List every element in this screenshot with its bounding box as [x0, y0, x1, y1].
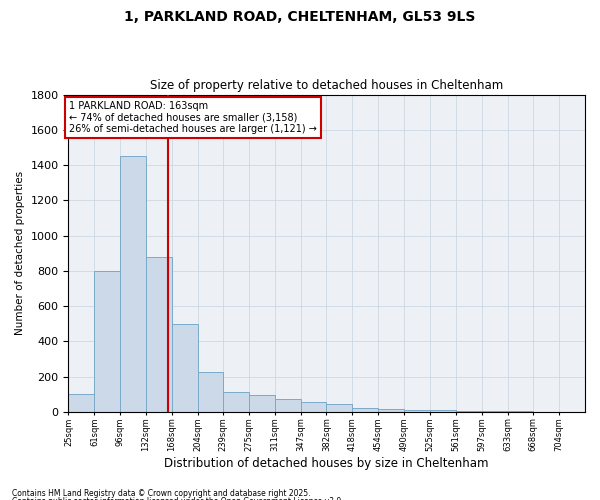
Bar: [301, 402, 326, 412]
X-axis label: Distribution of detached houses by size in Cheltenham: Distribution of detached houses by size …: [164, 457, 489, 470]
Text: Contains HM Land Registry data © Crown copyright and database right 2025.: Contains HM Land Registry data © Crown c…: [12, 488, 311, 498]
Bar: [223, 392, 249, 412]
Bar: [94, 271, 120, 412]
Bar: [146, 256, 172, 412]
Bar: [249, 395, 275, 412]
Bar: [455, 411, 482, 412]
Text: 1, PARKLAND ROAD, CHELTENHAM, GL53 9LS: 1, PARKLAND ROAD, CHELTENHAM, GL53 9LS: [124, 10, 476, 24]
Text: Contains public sector information licensed under the Open Government Licence v3: Contains public sector information licen…: [12, 497, 344, 500]
Bar: [68, 394, 94, 412]
Bar: [482, 411, 508, 412]
Y-axis label: Number of detached properties: Number of detached properties: [15, 171, 25, 336]
Bar: [326, 404, 352, 412]
Bar: [430, 410, 455, 412]
Bar: [352, 408, 379, 412]
Text: 1 PARKLAND ROAD: 163sqm
← 74% of detached houses are smaller (3,158)
26% of semi: 1 PARKLAND ROAD: 163sqm ← 74% of detache…: [69, 101, 317, 134]
Bar: [172, 324, 198, 412]
Bar: [198, 372, 223, 412]
Bar: [379, 409, 404, 412]
Title: Size of property relative to detached houses in Cheltenham: Size of property relative to detached ho…: [150, 79, 503, 92]
Bar: [275, 398, 301, 412]
Bar: [120, 156, 146, 412]
Bar: [404, 410, 430, 412]
